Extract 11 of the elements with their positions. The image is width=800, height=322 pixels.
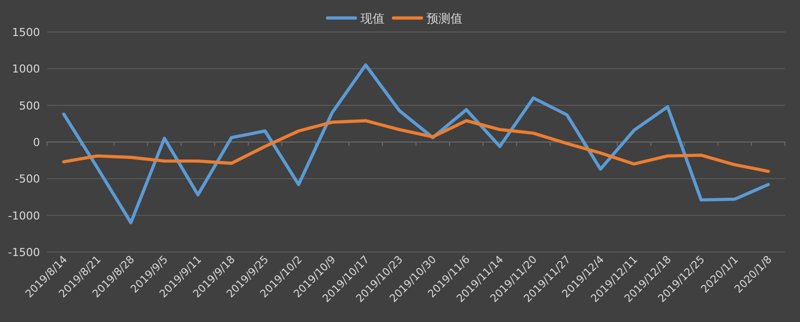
y-tick-label: 1500: [12, 26, 40, 39]
y-tick-label: 500: [19, 99, 40, 112]
y-tick-label: 0: [33, 136, 40, 149]
y-tick-label: 1000: [12, 62, 40, 76]
y-tick-label: -500: [15, 172, 40, 186]
legend-label: 预测值: [426, 12, 462, 26]
line-series: [62, 63, 770, 224]
y-tick-label: -1000: [8, 209, 40, 222]
legend-label: 现值: [360, 12, 384, 26]
line-series: [62, 119, 770, 173]
y-tick-label: -1500: [8, 246, 40, 259]
